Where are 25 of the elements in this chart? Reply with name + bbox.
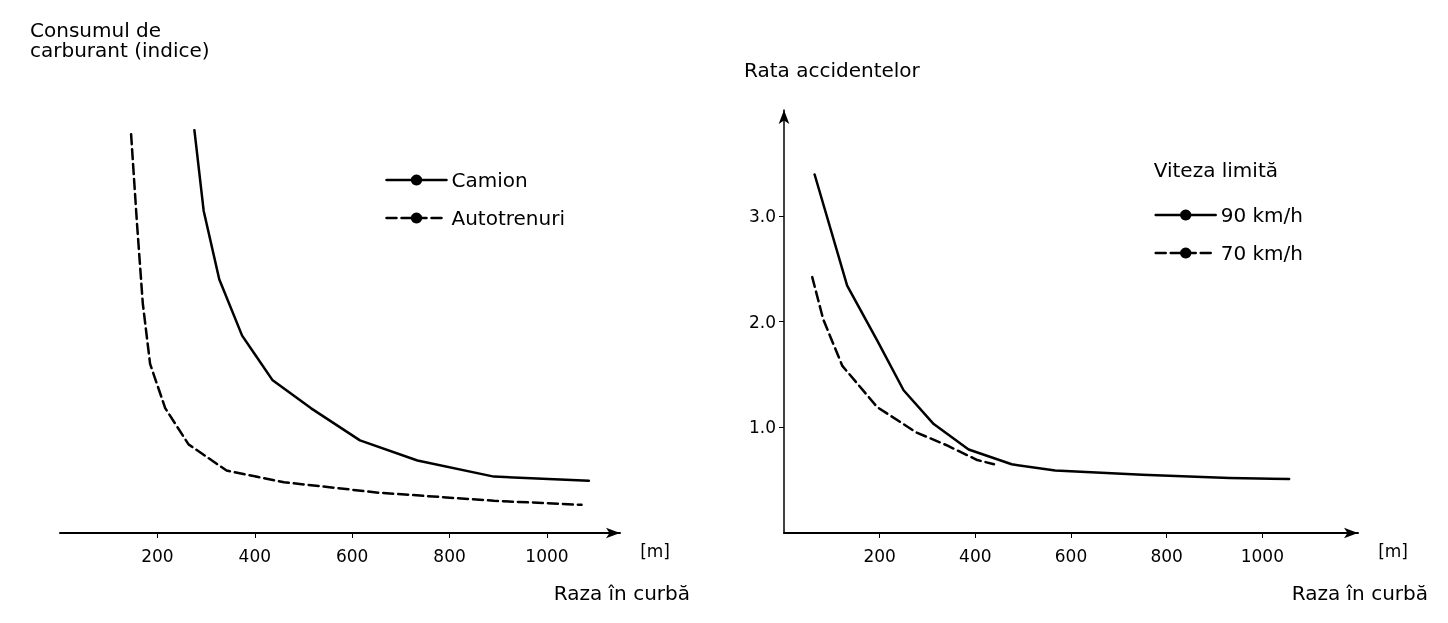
x-tick-label: 200 [141,545,174,566]
x-axis-title: Raza în curbă [553,581,691,605]
legend-title: Viteza limită [1153,158,1279,182]
x-tick-label: 800 [433,545,466,566]
y-tick-label: 1.0 [748,417,776,438]
x-tick-label: 1000 [525,545,569,566]
text: [m] [1378,540,1408,561]
y-axis-title: Consumul de carburant (indice) [30,18,210,62]
x-axis-title: Raza în curbă [1291,581,1429,605]
legend-label: 70 km/h [1220,241,1304,265]
x-tick-label: 1000 [1240,545,1284,566]
x-tick-label: 800 [1150,545,1183,566]
y-tick-label: 3.0 [748,205,776,226]
line-series [810,275,996,466]
x-tick-label: 400 [238,545,272,566]
legend-label: Camion [451,168,528,192]
x-tick-label: 600 [1054,545,1088,566]
text: [m] [640,540,670,561]
y-axis-title: Rata accidentelor [744,58,921,82]
x-tick-label: 600 [335,545,369,566]
y-tick-label: 2.0 [748,311,776,332]
x-tick-label: 400 [959,545,992,566]
legend-label: Autotrenuri [451,206,565,230]
x-tick-label: 200 [863,545,896,566]
legend-label: 90 km/h [1220,203,1304,227]
